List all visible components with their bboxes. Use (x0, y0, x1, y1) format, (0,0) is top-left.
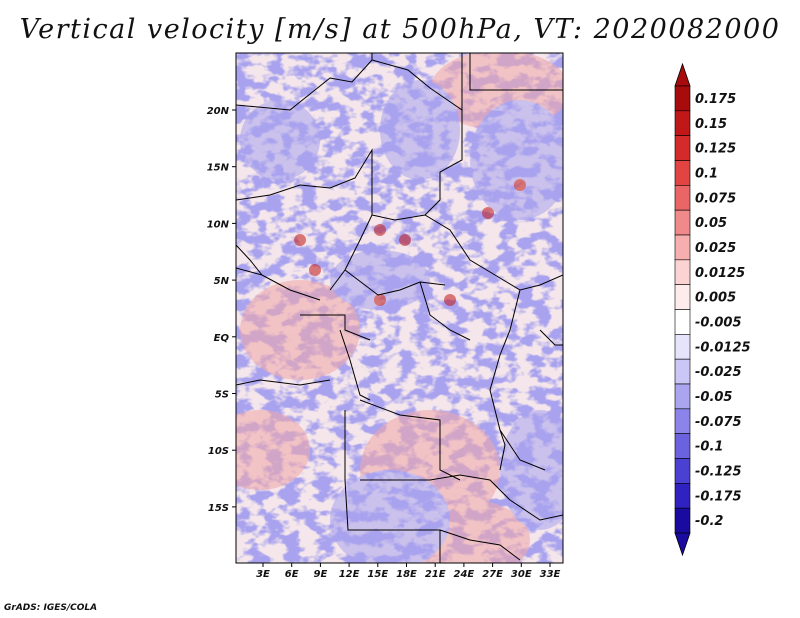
colorbar-swatch (674, 284, 691, 310)
colorbar-label: -0.075 (695, 415, 742, 430)
colorbar-swatch (674, 259, 691, 285)
colorbar-label: -0.05 (695, 390, 732, 405)
colorbar-label: -0.0125 (695, 340, 751, 355)
x-tick-label: 12E (339, 569, 360, 580)
colorbar-swatch (674, 458, 691, 484)
colorbar-label: -0.125 (695, 464, 742, 479)
colorbar-label: -0.2 (695, 514, 723, 529)
y-tick-label: 5S (215, 390, 229, 401)
colorbar-swatch (674, 433, 691, 459)
colorbar-swatch (674, 160, 691, 186)
y-tick-label: 15S (208, 503, 229, 514)
colorbar-label: 0.15 (695, 117, 727, 132)
colorbar-swatch (674, 185, 691, 211)
colorbar-label: 0.05 (695, 216, 727, 231)
colorbar: 0.175 0.15 0.125 0.1 0.075 0.05 0.025 0.0125 0.0… (674, 62, 751, 557)
colorbar-swatch (674, 85, 691, 112)
x-tick-label: 9E (314, 569, 328, 580)
x-axis: 3E 6E 9E 12E 15E 18E 21E 24E 27E 30E 33E (256, 563, 561, 580)
colorbar-swatch (674, 358, 691, 385)
colorbar-label: -0.1 (695, 440, 723, 455)
x-tick-label: 24E (454, 569, 475, 580)
velocity-field (236, 53, 563, 563)
colorbar-swatch (674, 309, 691, 335)
colorbar-label: 0.075 (695, 191, 736, 206)
colorbar-bottom-arrow (674, 532, 691, 557)
colorbar-label: 0.1 (695, 166, 718, 181)
y-tick-label: 15N (207, 163, 230, 174)
x-tick-label: 33E (540, 569, 561, 580)
country-borders (236, 53, 563, 563)
colorbar-top-arrow (674, 62, 691, 87)
x-tick-label: 3E (256, 569, 270, 580)
x-tick-label: 6E (285, 569, 299, 580)
colorbar-label: 0.025 (695, 241, 736, 256)
colorbar-label: -0.025 (695, 365, 742, 380)
colorbar-swatch (674, 334, 691, 360)
colorbar-swatch (674, 110, 691, 136)
colorbar-swatch (674, 135, 691, 161)
colorbar-swatch (674, 408, 691, 434)
colorbar-swatch (674, 483, 691, 509)
colorbar-swatch (674, 507, 691, 534)
y-tick-label: 10S (208, 446, 229, 457)
y-tick-label: 10N (207, 219, 230, 230)
colorbar-swatch (674, 234, 691, 261)
x-tick-label: 21E (425, 569, 446, 580)
y-tick-label: EQ (214, 333, 230, 344)
colorbar-swatch (674, 209, 691, 236)
colorbar-label: -0.175 (695, 489, 742, 504)
x-tick-label: 30E (511, 569, 532, 580)
x-tick-label: 27E (482, 569, 503, 580)
footer-credit: GrADS: IGES/COLA (4, 603, 98, 613)
x-tick-label: 15E (367, 569, 388, 580)
y-axis: 20N 15N 10N 5N EQ 5S 10S 15S (207, 106, 236, 514)
colorbar-label: -0.005 (695, 315, 742, 330)
colorbar-label: 0.175 (695, 92, 736, 107)
colorbar-label: 0.125 (695, 142, 736, 157)
y-tick-label: 20N (207, 106, 230, 117)
y-tick-label: 5N (214, 276, 230, 287)
chart-title: Vertical velocity [m/s] at 500hPa, VT: 2… (19, 14, 781, 45)
colorbar-label: 0.0125 (695, 266, 745, 281)
x-tick-label: 18E (396, 569, 417, 580)
map-frame (235, 52, 564, 564)
colorbar-swatch (674, 383, 691, 410)
colorbar-label: 0.005 (695, 291, 736, 306)
